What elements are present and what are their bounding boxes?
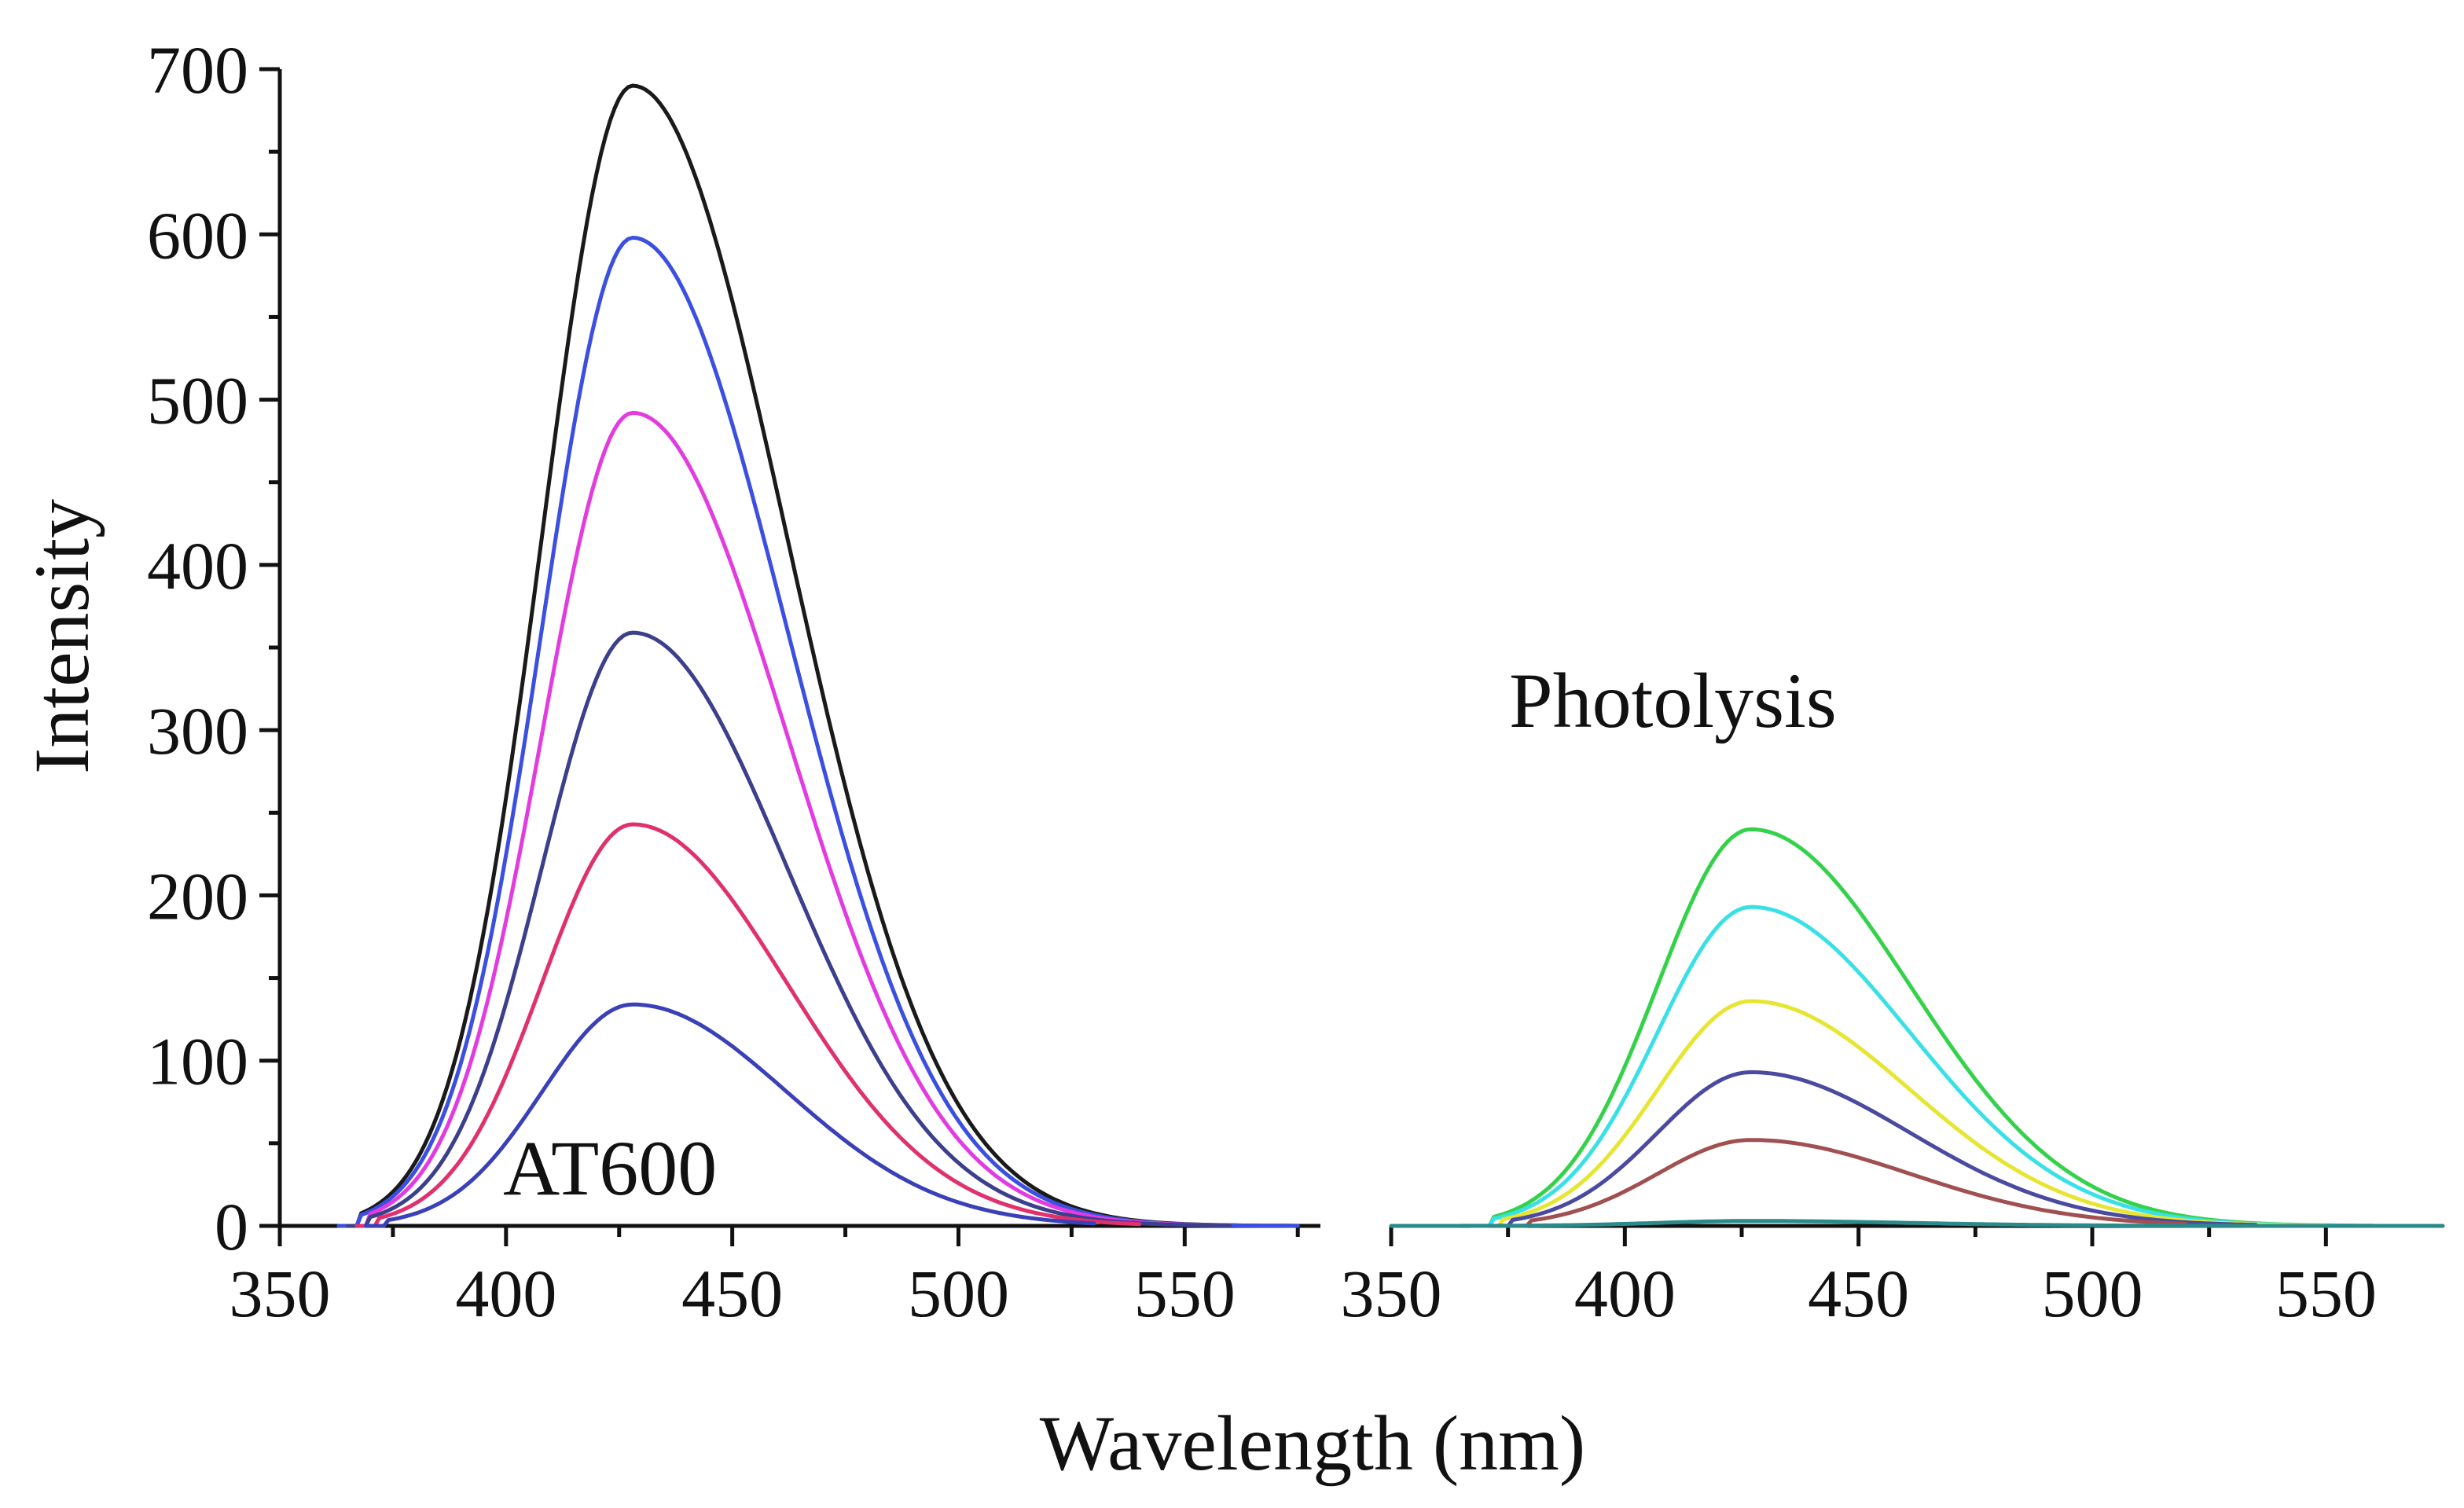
series-line-green <box>1468 827 2375 1228</box>
series-line-cyan <box>1468 904 2352 1228</box>
y-tick-label: 300 <box>147 693 248 769</box>
x-tick-label: 450 <box>681 1256 783 1331</box>
x-tick-label: 400 <box>1574 1256 1676 1331</box>
x-tick-label: 450 <box>1808 1256 1909 1331</box>
series-line-indigo <box>363 1002 1096 1228</box>
series-line-magenta <box>345 410 1232 1228</box>
y-axis-title: Intensity <box>18 499 105 774</box>
x-tick-label: 350 <box>230 1256 331 1331</box>
left-panel-at600: AT600 350 400 450 500 550 0 100 200 300 400 500 600… <box>147 32 1320 1331</box>
y-tick-label: 0 <box>215 1189 248 1264</box>
x-tick-label: 350 <box>1341 1256 1442 1331</box>
x-axis-title: Wavelength (nm) <box>1040 1400 1585 1487</box>
y-tick-label: 500 <box>147 363 248 438</box>
panel-title-photolysis: Photolysis <box>1509 657 1837 744</box>
x-tick-label: 400 <box>455 1256 556 1331</box>
x-tick-label: 550 <box>2275 1256 2377 1331</box>
x-tick-label: 500 <box>908 1256 1009 1331</box>
series-line-brown <box>1506 1138 2188 1228</box>
series-line-navy <box>345 630 1232 1228</box>
y-tick-label: 100 <box>147 1024 248 1099</box>
y-tick-label: 400 <box>147 528 248 604</box>
y-tick-label: 700 <box>147 32 248 108</box>
x-tick-label: 500 <box>2042 1256 2143 1331</box>
y-tick-label: 600 <box>147 197 248 273</box>
series-line-black <box>336 83 1300 1228</box>
series-line-yellow <box>1478 999 2328 1228</box>
panel-title-at600: AT600 <box>503 1125 717 1212</box>
series-line-crimson <box>354 822 1142 1228</box>
series-line-baseline <box>1389 1219 2445 1228</box>
y-tick-label: 200 <box>147 858 248 934</box>
right-panel-photolysis: Photolysis 350 400 450 500 550 <box>1341 657 2445 1331</box>
series-line-slate-blue <box>1487 1070 2258 1228</box>
x-tick-label: 550 <box>1134 1256 1236 1331</box>
